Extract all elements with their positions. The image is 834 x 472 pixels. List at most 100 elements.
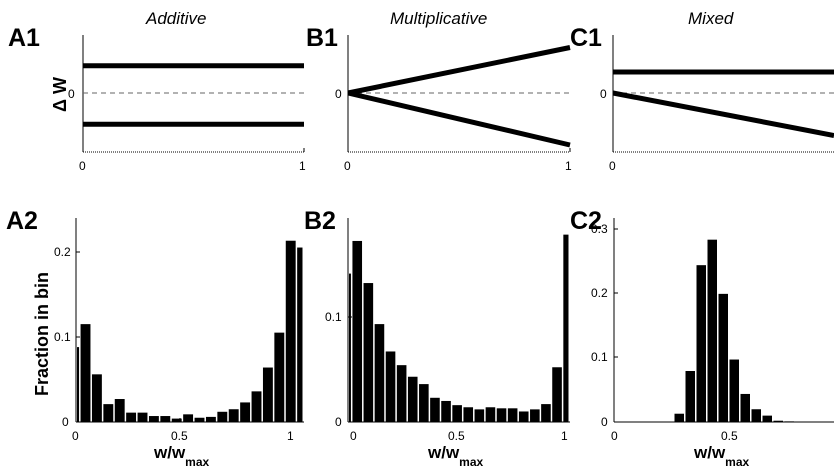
ylabel-delta-w: Δ W (50, 77, 70, 112)
bar-a2-20 (297, 247, 303, 422)
axes-b2 (347, 218, 570, 423)
bar-b2-0 (349, 273, 351, 422)
xlabel-c2: w/wmax (693, 443, 750, 469)
bar-a2-8 (160, 416, 171, 422)
title-multiplicative: Multiplicative (390, 9, 487, 28)
ytick-a2-2: 0.2 (54, 245, 71, 259)
ylabel-fraction-in-bin: Fraction in bin (32, 272, 52, 396)
ytick-b1-0: 0 (335, 87, 342, 101)
bar-b2-19 (552, 367, 562, 422)
panel-label-a2: A2 (6, 207, 38, 235)
bar-b2-3 (374, 324, 385, 422)
series-line-b1-1 (347, 90, 571, 148)
bar-b2-7 (419, 384, 429, 422)
title-additive: Additive (145, 9, 206, 28)
bar-a2-6 (137, 412, 148, 422)
bar-a2-11 (194, 417, 205, 422)
bar-a2-2 (91, 374, 102, 422)
bar-b2-16 (518, 411, 529, 422)
xlabel-b2: w/wmax (427, 443, 484, 469)
xlabel-b2-sub: max (459, 455, 483, 469)
bar-a2-5 (126, 412, 137, 422)
xtick-c2-0: 0 (611, 429, 618, 443)
bar-a2-7 (148, 416, 159, 422)
axes-b1 (347, 35, 571, 153)
panel-label-b1: B1 (306, 24, 338, 52)
panel-label-c1: C1 (570, 24, 602, 52)
bar-b2-20 (563, 234, 569, 422)
bar-c2-9 (773, 420, 783, 422)
ytick-a1-0: 0 (68, 87, 75, 101)
xtick-a1-0: 0 (79, 159, 86, 173)
bar-a2-17 (262, 367, 273, 422)
xtick-b2-2: 1 (561, 429, 568, 443)
ytick-a2-1: 0.1 (54, 330, 71, 344)
bar-b2-4 (385, 351, 396, 422)
bar-b2-14 (496, 408, 507, 422)
panel-label-a1: A1 (8, 24, 40, 52)
bar-a2-13 (217, 411, 228, 422)
bar-c2-0 (674, 413, 684, 422)
xlabel-a2-sub: max (185, 455, 209, 469)
bar-a2-4 (114, 399, 125, 422)
bar-c2-2 (696, 265, 706, 422)
ytick-a2-0: 0 (62, 415, 69, 429)
ytick-c2-0: 0 (601, 415, 608, 429)
panel-label-b2: B2 (304, 207, 336, 235)
bar-a2-12 (205, 416, 216, 422)
bar-a2-18 (274, 332, 285, 422)
xlabel-a2: w/wmax (153, 443, 210, 469)
bar-c2-10 (784, 421, 794, 422)
xlabel-c2-sub: max (725, 455, 749, 469)
bar-c2-6 (740, 393, 750, 422)
bar-c2-5 (729, 359, 739, 422)
ytick-b2-1: 0.1 (325, 310, 342, 324)
xtick-a2-2: 1 (287, 429, 294, 443)
ytick-c2-3: 0.3 (591, 222, 608, 236)
bar-b2-11 (463, 407, 474, 422)
bar-a2-0 (77, 347, 80, 422)
bar-b2-12 (474, 409, 485, 422)
bar-a2-19 (285, 240, 296, 422)
xlabel-a2-main: w/w (153, 443, 186, 462)
xtick-b1-1: 1 (565, 159, 572, 173)
title-mixed: Mixed (688, 9, 734, 28)
ytick-c1-0: 0 (600, 87, 607, 101)
series-line-b1-0 (347, 45, 571, 96)
series-line-c1-1 (612, 90, 834, 138)
xtick-b2-1: 0.5 (448, 429, 465, 443)
xlabel-b2-main: w/w (427, 443, 460, 462)
bar-c2-8 (762, 415, 772, 422)
xtick-a2-0: 0 (72, 429, 79, 443)
bar-a2-15 (240, 402, 251, 422)
bar-b2-10 (452, 405, 462, 422)
bar-b2-1 (352, 240, 363, 422)
xlabel-c2-main: w/w (693, 443, 726, 462)
bar-a2-3 (103, 404, 114, 422)
bar-c2-4 (718, 293, 728, 422)
bar-b2-5 (396, 365, 407, 422)
bar-a2-9 (171, 418, 182, 422)
ytick-b2-0: 0 (335, 415, 342, 429)
xtick-c2-1: 0.5 (721, 429, 738, 443)
bar-c2-3 (707, 239, 717, 422)
bar-a2-1 (80, 324, 91, 422)
bar-b2-18 (541, 404, 551, 422)
bar-b2-13 (485, 407, 496, 422)
bar-a2-16 (251, 391, 262, 422)
bar-a2-14 (228, 409, 239, 422)
axes-c1 (612, 35, 834, 153)
axes-c2 (613, 218, 834, 423)
bar-b2-8 (430, 397, 440, 422)
bar-b2-17 (530, 409, 540, 422)
xtick-a1-1: 1 (299, 159, 306, 173)
bar-a2-10 (183, 414, 194, 422)
ytick-c2-1: 0.1 (591, 350, 608, 364)
xtick-c1-0: 0 (609, 159, 616, 173)
bar-b2-9 (441, 400, 451, 422)
axes-a1 (82, 35, 305, 153)
bar-c2-7 (751, 409, 761, 422)
bar-c2-1 (685, 371, 695, 422)
bar-b2-6 (407, 376, 418, 422)
